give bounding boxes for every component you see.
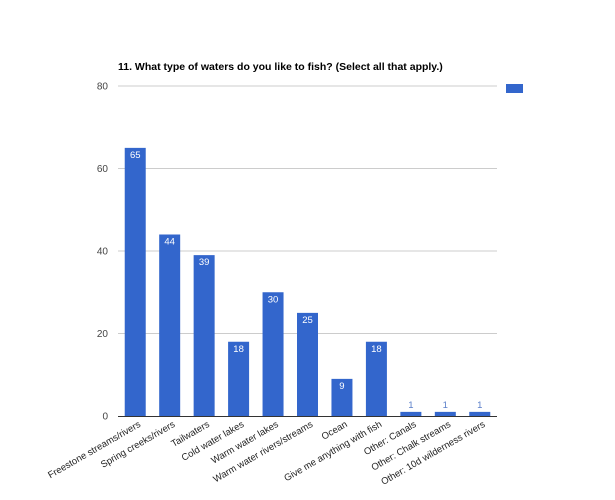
data-label: 25	[302, 315, 313, 326]
data-label: 1	[408, 400, 413, 411]
bars	[124, 147, 491, 416]
bar	[159, 234, 181, 416]
bar	[124, 147, 146, 416]
bar	[193, 255, 215, 416]
data-label: 18	[371, 344, 382, 355]
y-axis-ticks: 0 20 40 60 80	[97, 82, 109, 423]
data-label: 39	[199, 257, 210, 268]
bar	[434, 411, 456, 416]
data-label: 44	[164, 237, 175, 248]
data-label: 65	[130, 150, 141, 161]
bar	[400, 411, 422, 416]
data-label: 1	[443, 400, 448, 411]
legend-swatch	[506, 84, 523, 93]
bar	[262, 292, 284, 416]
data-label: 18	[233, 344, 244, 355]
data-labels: 65 44 39 18 30 25 9 18 1 1 1	[130, 150, 482, 411]
data-label: 9	[339, 381, 344, 392]
bar	[297, 312, 318, 416]
y-tick-label: 60	[97, 164, 109, 175]
bar	[331, 378, 353, 416]
y-tick-label: 80	[97, 82, 109, 93]
bar	[228, 341, 250, 416]
bar	[469, 411, 491, 416]
y-tick-label: 40	[97, 247, 109, 258]
chart-title: 11. What type of waters do you like to f…	[118, 61, 443, 73]
bar	[365, 341, 387, 416]
data-label: 1	[477, 400, 482, 411]
y-tick-label: 20	[97, 329, 109, 340]
y-tick-label: 0	[102, 412, 108, 423]
data-label: 30	[268, 294, 279, 305]
